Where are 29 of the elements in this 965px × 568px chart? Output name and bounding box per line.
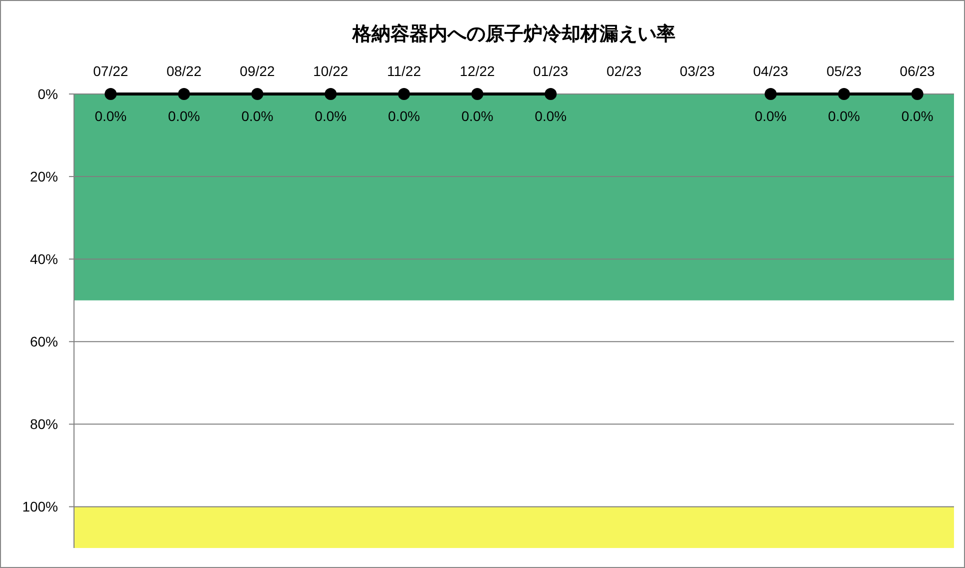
y-tick-label: 60% [30,334,58,350]
x-tick-label: 08/22 [166,63,202,79]
data-label: 0.0% [901,108,934,124]
chart-title: 格納容器内への原子炉冷却材漏えい率 [352,23,676,45]
data-label: 0.0% [241,108,274,124]
x-tick-label: 12/22 [460,63,496,79]
data-label: 0.0% [94,108,127,124]
data-label: 0.0% [314,108,347,124]
x-tick-label: 07/22 [93,63,128,79]
y-tick-label: 80% [30,416,58,432]
x-tick-label: 03/23 [680,63,716,79]
y-tick-label: 20% [30,168,58,185]
data-label: 0.0% [388,108,420,124]
x-tick-label: 01/23 [533,63,568,79]
data-label: 0.0% [754,108,787,124]
data-label: 0.0% [828,108,860,124]
y-tick-label: 40% [30,251,58,268]
x-tick-label: 09/22 [240,63,276,79]
x-tick-label: 06/23 [900,63,936,79]
y-tick-label: 0% [38,86,58,102]
data-label: 0.0% [534,108,567,124]
x-tick-label: 10/22 [313,63,348,79]
data-label: 0.0% [168,108,200,124]
x-tick-label: 05/23 [826,63,862,79]
x-tick-label: 02/23 [606,63,642,79]
x-tick-label: 11/22 [387,63,422,79]
y-tick-label: 100% [22,498,58,515]
data-label: 0.0% [461,108,494,124]
x-tick-label: 04/23 [753,63,788,79]
